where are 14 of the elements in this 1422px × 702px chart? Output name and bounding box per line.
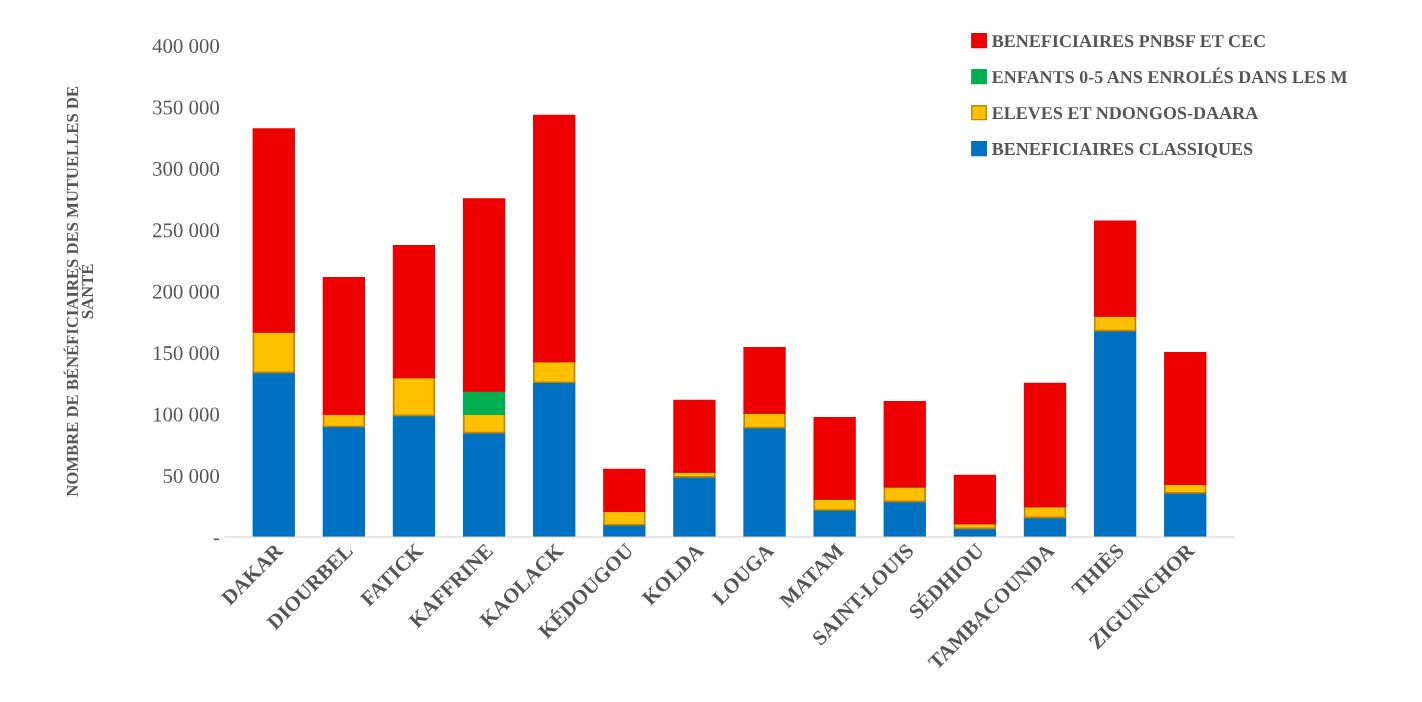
y-tick-label: - [213,538,220,541]
y-tick-label: 400 000 [152,39,220,54]
legend-label: BENEFICIAIRES PNBSF ET CEC [991,35,1265,48]
y-tick-label: 300 000 [153,161,220,176]
y-tick-label: 100 000 [153,407,220,422]
legend-label: ELEVES ET NDONGOS-DAARA [992,106,1259,120]
y-tick-label: 200 000 [153,284,220,299]
y-tick-label: 150 000 [153,346,220,361]
y-tick-label: 350 000 [153,100,220,115]
y-tick-label: 50 000 [163,468,220,484]
legend-label: ENFANTS 0-5 ANS ENROLÉS DANS LES M [992,67,1348,84]
y-tick-label: 250 000 [153,223,220,238]
legend-label: BENEFICIAIRES CLASSIQUES [991,142,1253,158]
y-axis-title: NOMBRE DE BÉNÉFICIAIRES DES MUTUELLES DE SANTÉ [63,86,94,497]
